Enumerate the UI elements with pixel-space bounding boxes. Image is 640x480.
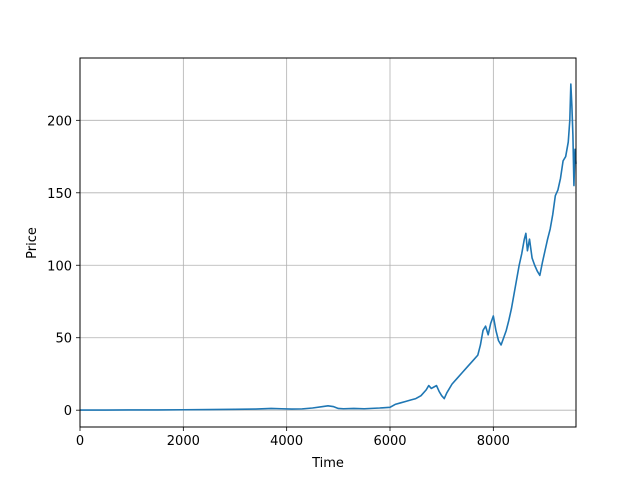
grid (79, 58, 576, 427)
y-axis-title: Price (25, 227, 40, 259)
x-tick-label: 6000 (373, 434, 406, 449)
y-axis: 0 50 100 150 200 (47, 114, 80, 419)
y-tick-label: 150 (47, 187, 72, 202)
price-series-line (80, 83, 577, 411)
y-tick-label: 100 (47, 259, 72, 274)
x-tick-label: 8000 (477, 434, 510, 449)
series-layer (80, 83, 577, 411)
x-axis-title: Time (311, 456, 344, 471)
x-tick-label: 4000 (270, 434, 303, 449)
y-tick-label: 50 (55, 332, 72, 347)
x-axis: 0 2000 4000 6000 8000 (76, 427, 510, 449)
y-tick-label: 200 (47, 114, 72, 129)
x-tick-label: 0 (76, 434, 84, 449)
y-tick-label: 0 (64, 404, 72, 419)
plot-area-background (80, 58, 576, 427)
x-tick-label: 2000 (167, 434, 200, 449)
plot-frame (79, 57, 577, 428)
